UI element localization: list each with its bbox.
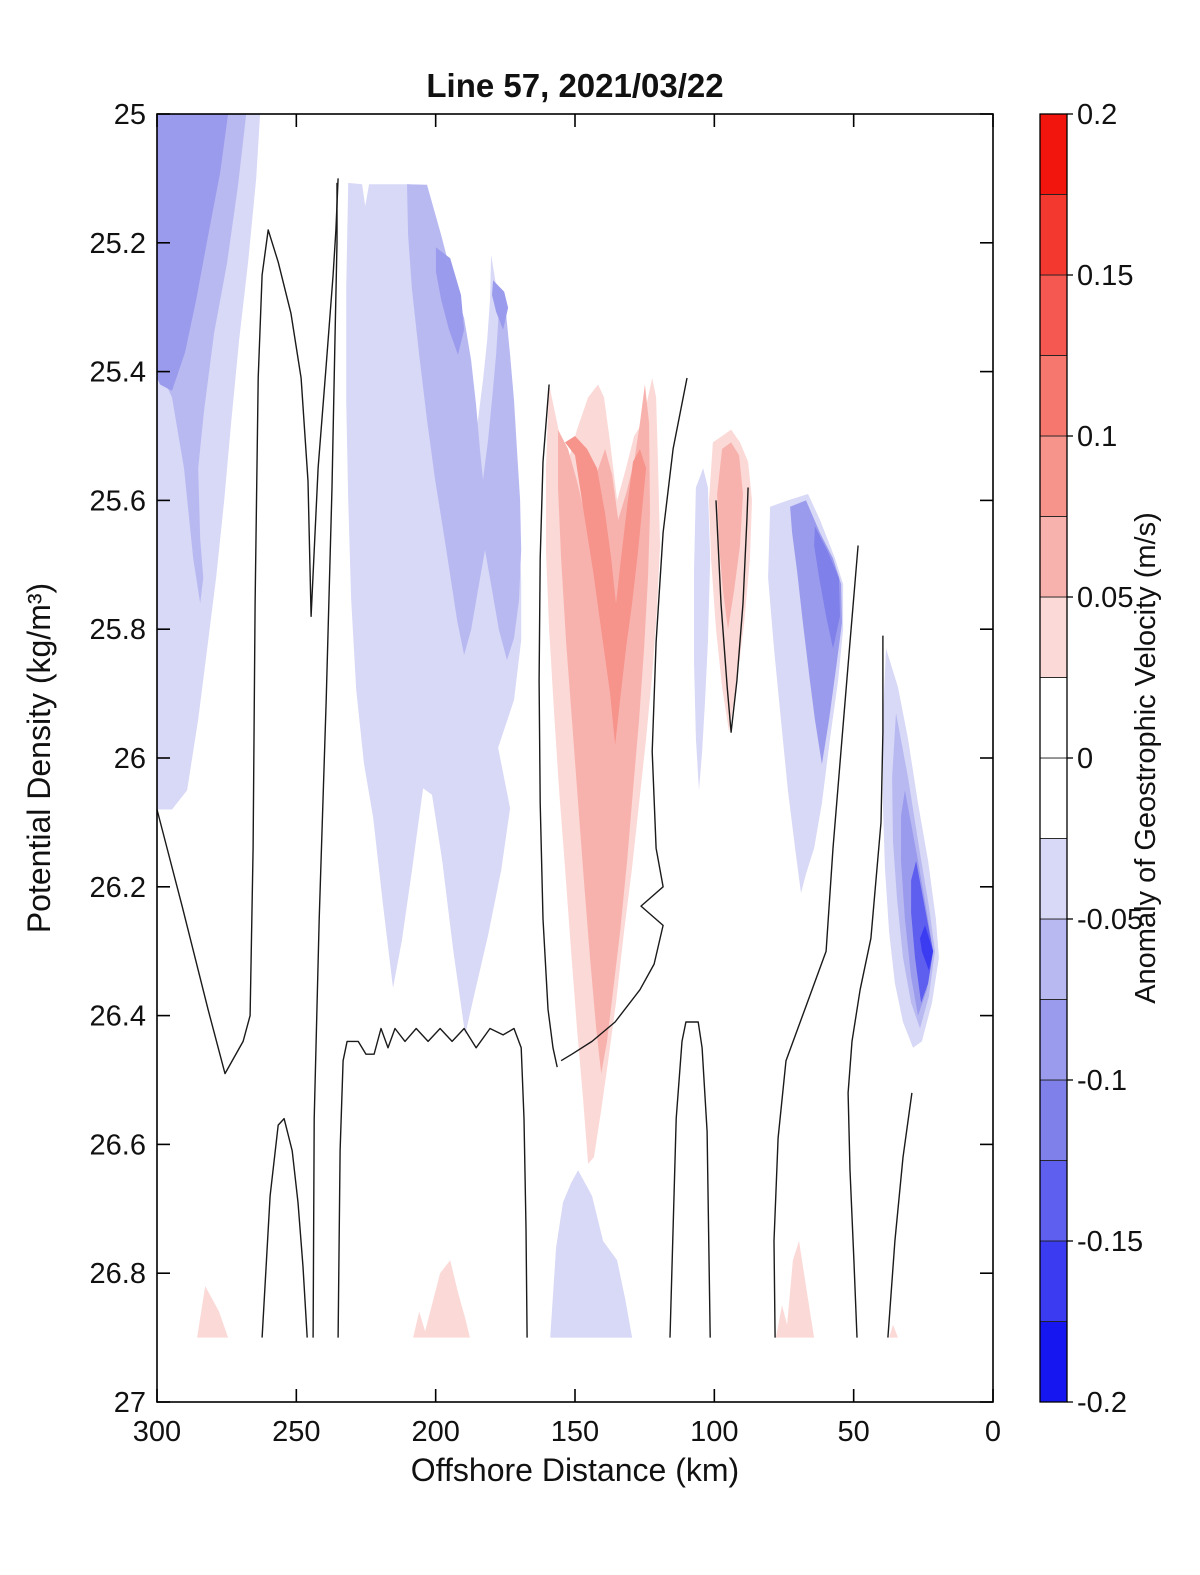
colorbar-tick-label: 0 [1077, 743, 1093, 775]
x-tick-label: 300 [133, 1416, 181, 1448]
y-tick-label: 26.4 [90, 1001, 146, 1033]
contour-fills [157, 114, 939, 1338]
y-tick-label: 25.2 [90, 228, 146, 260]
colorbar-cell [1039, 435, 1068, 517]
zero-contour [156, 178, 339, 1075]
contour-region-central-blue-core [492, 280, 509, 330]
colorbar-tick-label: 0.05 [1077, 582, 1133, 614]
zero-contour [538, 384, 558, 1068]
x-axis-ticks: 300 250 200 150 100 50 0 [133, 114, 1001, 1448]
x-tick-label: 150 [551, 1416, 599, 1448]
zero-contour [887, 1092, 913, 1338]
contour-region-bottom-pink-patch [197, 1286, 229, 1338]
zero-contour [773, 545, 859, 1338]
y-tick-label: 25 [114, 99, 146, 131]
zero-contour [312, 182, 338, 1338]
colorbar-cell [1039, 596, 1068, 678]
colorbar-cell [1039, 918, 1068, 1000]
colorbar: 0.2 0.15 0.1 0.05 0 -0.05 -0.1 -0.15 -0.2 [1039, 99, 1143, 1419]
colorbar-cell [1039, 1079, 1068, 1161]
y-tick-label: 25.6 [90, 485, 146, 517]
colorbar-cell [1039, 838, 1068, 920]
colorbar-tick-label: -0.2 [1077, 1387, 1127, 1419]
x-tick-label: 0 [985, 1416, 1001, 1448]
colorbar-cell [1039, 999, 1068, 1081]
colorbar-cell [1039, 1160, 1068, 1242]
x-axis-label: Offshore Distance (km) [411, 1452, 739, 1488]
zero-contour [847, 635, 884, 1338]
colorbar-cell [1039, 1321, 1068, 1403]
colorbar-tick-label: 0.15 [1077, 260, 1133, 292]
contour-region-km25-blue-jet-core [920, 925, 934, 971]
contour-region-central-blue-anomaly [407, 184, 522, 661]
x-tick-label: 250 [272, 1416, 320, 1448]
colorbar-label: Anomaly of Geostrophic Velocity (m/s) [1130, 512, 1162, 1004]
colorbar-cell [1039, 757, 1068, 839]
zero-contour [337, 1027, 528, 1338]
colorbar-cell [1039, 677, 1068, 759]
y-axis-label: Potential Density (kg/m³) [21, 583, 57, 933]
colorbar-cell [1039, 274, 1068, 356]
chart-title: Line 57, 2021/03/22 [426, 67, 723, 104]
zero-contour-lines [156, 178, 913, 1338]
colorbar-cell [1039, 355, 1068, 437]
contour-region-central-red-core [565, 436, 647, 746]
contour-region-bottom-pink-patch [889, 1324, 898, 1338]
contour-region-km105-blue-sliver [694, 468, 711, 791]
y-tick-label: 26.2 [90, 872, 146, 904]
contour-region-upper-left-anomaly [157, 114, 229, 391]
contour-region-km25-blue-jet-core [911, 861, 934, 1003]
contour-region-central-blue-anomaly [346, 182, 522, 1035]
colorbar-cell [1039, 113, 1068, 195]
colorbar-tick-label: -0.05 [1077, 904, 1143, 936]
x-tick-label: 100 [690, 1416, 738, 1448]
contour-region-km65-blue-core [814, 526, 840, 649]
y-tick-label: 25.8 [90, 614, 146, 646]
y-tick-label: 26 [114, 743, 146, 775]
zero-contour [669, 1021, 711, 1338]
contour-region-km95-red-band [717, 442, 743, 630]
y-tick-label: 26.8 [90, 1258, 146, 1290]
zero-contour [715, 487, 749, 733]
y-tick-label: 25.4 [90, 357, 146, 389]
colorbar-cell [1039, 1240, 1068, 1322]
x-tick-label: 50 [838, 1416, 870, 1448]
y-tick-label: 26.6 [90, 1129, 146, 1161]
contour-region-bottom-pink-patch [775, 1241, 815, 1338]
colorbar-tick-label: -0.1 [1077, 1065, 1127, 1097]
contour-region-central-blue-core [435, 247, 465, 355]
colorbar-tick-label: 0.2 [1077, 99, 1117, 131]
colorbar-tick-label: 0.1 [1077, 421, 1117, 453]
colorbar-cell [1039, 194, 1068, 276]
zero-contour [560, 377, 688, 1062]
y-axis-ticks: 25 25.2 25.4 25.6 25.8 26 26.2 26.4 26.6 26.8 27 [90, 99, 993, 1419]
zero-contour [261, 1117, 308, 1338]
contour-region-bottom-pink-patch [413, 1260, 470, 1338]
y-tick-label: 27 [114, 1387, 146, 1419]
x-tick-label: 200 [411, 1416, 459, 1448]
colorbar-tick-label: -0.15 [1077, 1226, 1143, 1258]
colorbar-cell [1039, 516, 1068, 598]
contour-region-bottom-blue-patch [550, 1170, 633, 1338]
